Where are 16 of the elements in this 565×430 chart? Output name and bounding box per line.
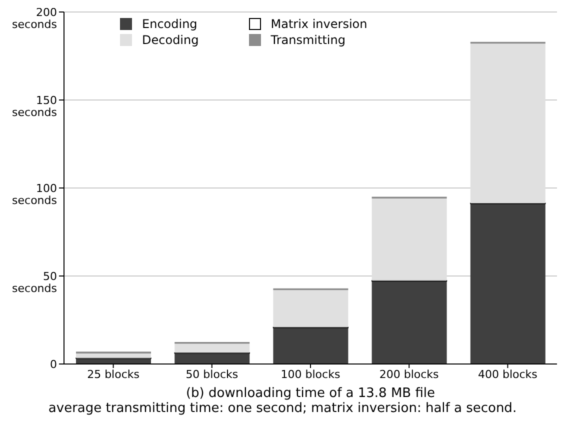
x-tick-label: 400 blocks: [478, 368, 538, 381]
x-tick-label: 200 blocks: [379, 368, 440, 381]
text: average transmitting time: one second; matrix inversion: half a second.: [47, 401, 518, 416]
x-tick-label: 25 blocks: [87, 368, 140, 381]
legend-label: Encoding: [142, 17, 198, 31]
legend-label: Decoding: [142, 33, 199, 47]
x-axis-title: (b) downloading time of a 13.8 MB file: [184, 386, 436, 401]
legend-label: Transmitting: [270, 33, 346, 47]
x-tick-label: 50 blocks: [186, 368, 238, 381]
y-tick-label: 0: [50, 358, 57, 371]
y-tick-label: 100 seconds: [12, 182, 58, 207]
x-tick-label: 100 blocks: [280, 368, 340, 381]
y-tick-label: 200 seconds: [12, 6, 58, 31]
y-tick-label: 50 seconds: [12, 270, 58, 295]
y-tick-label: 150 seconds: [12, 94, 58, 119]
legend-label: Matrix inversion: [270, 17, 368, 31]
